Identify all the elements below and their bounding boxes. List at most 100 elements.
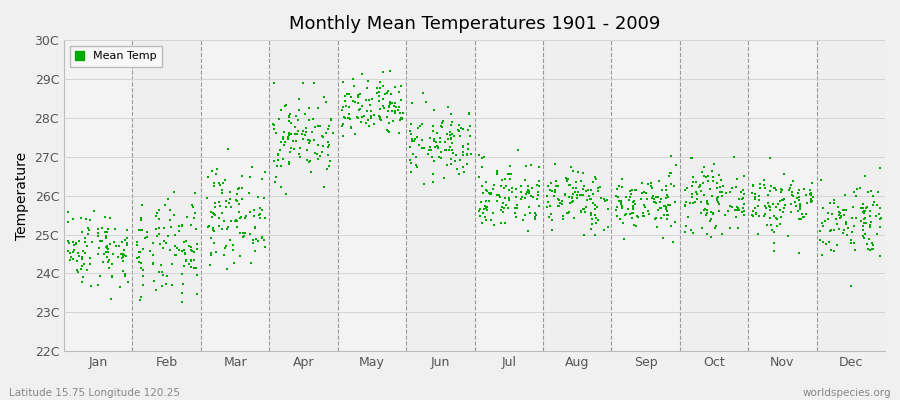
Point — [416, 90, 430, 96]
Point — [715, 177, 729, 184]
Point — [731, 205, 745, 212]
Point — [699, 174, 714, 180]
Point — [651, 194, 665, 200]
Point — [697, 164, 711, 170]
Point — [76, 256, 90, 262]
Point — [404, 160, 419, 166]
Point — [284, 120, 298, 126]
Point — [114, 251, 129, 257]
Point — [376, 83, 391, 89]
Point — [626, 205, 640, 212]
Point — [426, 123, 440, 130]
Point — [482, 190, 496, 197]
Point — [600, 197, 615, 203]
Point — [857, 234, 871, 241]
Point — [247, 213, 261, 220]
Point — [404, 131, 419, 137]
Point — [589, 220, 603, 226]
Point — [474, 182, 489, 189]
Point — [165, 261, 179, 268]
Point — [348, 130, 363, 137]
Point — [704, 216, 718, 222]
Point — [521, 187, 535, 193]
Point — [367, 112, 382, 118]
Point — [479, 179, 493, 186]
Point — [355, 114, 369, 120]
Point — [760, 222, 774, 228]
Point — [202, 222, 216, 229]
Point — [847, 188, 861, 195]
Point — [775, 187, 789, 193]
Point — [302, 116, 316, 123]
Point — [381, 108, 395, 114]
Point — [451, 127, 465, 133]
Point — [444, 160, 458, 167]
Point — [103, 215, 117, 222]
Point — [541, 198, 555, 205]
Point — [849, 193, 863, 199]
Point — [104, 273, 119, 280]
Point — [636, 213, 651, 219]
Point — [207, 228, 221, 234]
Point — [710, 197, 724, 203]
Point — [490, 168, 504, 174]
Point — [230, 186, 245, 192]
Point — [584, 226, 598, 232]
Point — [230, 224, 245, 230]
Point — [230, 191, 244, 198]
Point — [300, 146, 314, 153]
Point — [490, 192, 504, 198]
Point — [324, 117, 338, 123]
Point — [337, 114, 351, 120]
Point — [860, 204, 874, 210]
Point — [464, 133, 478, 139]
Point — [436, 118, 450, 124]
Point — [316, 143, 330, 150]
Point — [444, 135, 458, 142]
Point — [251, 194, 266, 200]
Point — [493, 183, 508, 189]
Point — [134, 217, 148, 223]
Point — [281, 136, 295, 142]
Point — [531, 189, 545, 196]
Point — [597, 196, 611, 202]
Point — [717, 212, 732, 218]
Point — [490, 171, 504, 177]
Point — [342, 115, 356, 121]
Point — [609, 212, 624, 219]
Point — [393, 97, 408, 103]
Point — [232, 184, 247, 191]
Point — [730, 206, 744, 213]
Point — [136, 267, 150, 274]
Point — [518, 177, 532, 183]
Point — [763, 207, 778, 213]
Point — [479, 198, 493, 204]
Point — [813, 228, 827, 234]
Point — [184, 248, 199, 254]
Point — [588, 202, 602, 208]
Point — [745, 190, 760, 196]
Point — [100, 245, 114, 251]
Bar — [474, 40, 543, 351]
Point — [626, 222, 641, 228]
Point — [484, 190, 499, 196]
Point — [625, 187, 639, 194]
Point — [608, 193, 623, 200]
Point — [134, 227, 148, 233]
Point — [695, 225, 709, 232]
Point — [107, 239, 122, 245]
Point — [860, 241, 875, 247]
Point — [663, 153, 678, 160]
Point — [589, 176, 603, 182]
Point — [501, 170, 516, 177]
Point — [649, 193, 663, 200]
Point — [748, 194, 762, 200]
Point — [635, 213, 650, 220]
Point — [156, 271, 170, 278]
Point — [700, 207, 715, 214]
Point — [837, 207, 851, 214]
Point — [551, 196, 565, 202]
Point — [389, 104, 403, 110]
Point — [321, 152, 336, 158]
Point — [212, 180, 227, 186]
